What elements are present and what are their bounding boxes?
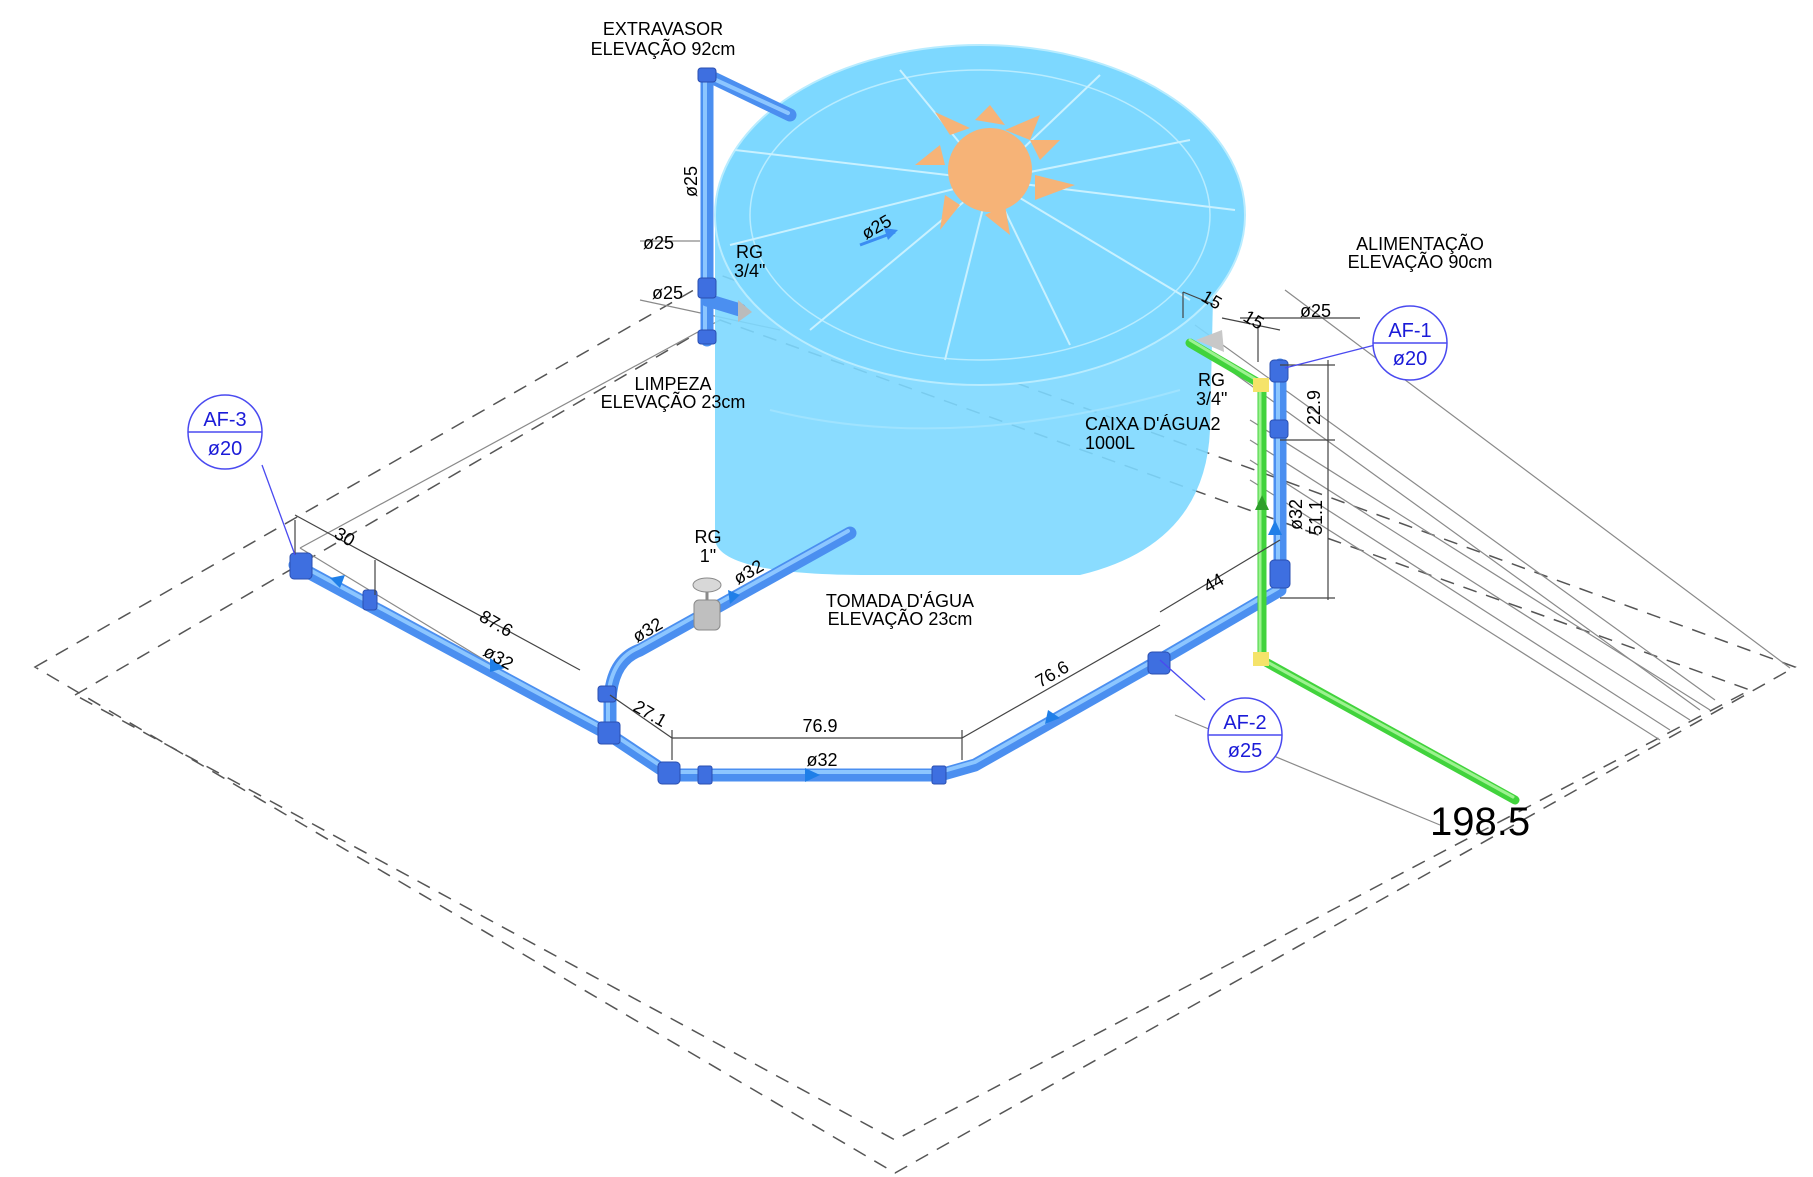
tomada-title: TOMADA D'ÁGUA xyxy=(826,591,974,611)
caixa-title: CAIXA D'ÁGUA2 xyxy=(1085,414,1220,434)
limpeza-title: LIMPEZA xyxy=(634,374,711,394)
rg-main-size: 1" xyxy=(700,546,716,566)
dim-30: 30 xyxy=(331,523,358,550)
extravasor-title: EXTRAVASOR xyxy=(603,19,723,39)
tank-inlet-flow-arrow xyxy=(859,228,898,247)
dimension-lines xyxy=(294,291,1360,760)
dim-76-9: 76.9 xyxy=(802,716,837,736)
extravasor-pipe xyxy=(697,67,797,347)
dim-87-6: 87.6 xyxy=(476,606,516,641)
rg-left-label: RG xyxy=(736,242,763,262)
dim-51-1: 51.1 xyxy=(1306,500,1326,535)
diameter-riser: ø32 xyxy=(1286,499,1306,530)
tag-af2-id: AF-2 xyxy=(1223,712,1266,734)
feed-pipe-green xyxy=(1185,330,1520,805)
rg-main-label: RG xyxy=(695,527,722,547)
caixa-capacity: 1000L xyxy=(1085,433,1135,453)
tag-af3-id: AF-3 xyxy=(203,409,246,431)
section-labels: EXTRAVASOR ELEVAÇÃO 92cm ALIMENTAÇÃO ELE… xyxy=(591,19,1493,629)
flow-arrows xyxy=(330,520,1282,782)
dim-198-5: 198.5 xyxy=(1430,800,1530,844)
tag-af2: AF-2 ø25 xyxy=(1207,697,1283,773)
dim-44: 44 xyxy=(1200,569,1227,596)
tag-af3-diameter: ø20 xyxy=(208,438,242,460)
rg-right-label: RG xyxy=(1198,370,1225,390)
dim-15-b: 15 xyxy=(1240,306,1267,333)
dim-22-9: 22.9 xyxy=(1304,390,1324,425)
diameter-extravasor-vertical: ø25 xyxy=(681,166,701,197)
tag-af2-diameter: ø25 xyxy=(1228,740,1262,762)
rg-right-size: 3/4" xyxy=(1196,389,1227,409)
floor-outline xyxy=(33,274,1797,1174)
tank-lid-star xyxy=(915,105,1075,235)
dim-27-1: 27.1 xyxy=(630,696,670,731)
rg-left-size: 3/4" xyxy=(734,261,765,281)
water-tank xyxy=(714,44,1246,575)
tag-af1: AF-1 ø20 xyxy=(1372,305,1448,381)
tag-af3: AF-3 ø20 xyxy=(187,394,263,470)
tag-af1-diameter: ø20 xyxy=(1393,348,1427,370)
diameter-main-bottom: ø32 xyxy=(806,750,837,770)
alimentacao-elevation: ELEVAÇÃO 90cm xyxy=(1348,251,1493,272)
gate-valve-rg-1in xyxy=(692,577,722,631)
diameter-alimentacao: ø25 xyxy=(1300,301,1331,321)
tomada-elevation: ELEVAÇÃO 23cm xyxy=(828,608,973,629)
alimentacao-title: ALIMENTAÇÃO xyxy=(1356,233,1484,254)
extravasor-elevation: ELEVAÇÃO 92cm xyxy=(591,38,736,59)
limpeza-elevation: ELEVAÇÃO 23cm xyxy=(601,391,746,412)
tag-af1-id: AF-1 xyxy=(1388,320,1431,342)
diameter-limpeza-upper: ø25 xyxy=(643,233,674,253)
tag-leaders xyxy=(261,344,1376,701)
diameter-limpeza-lower: ø25 xyxy=(652,283,683,303)
